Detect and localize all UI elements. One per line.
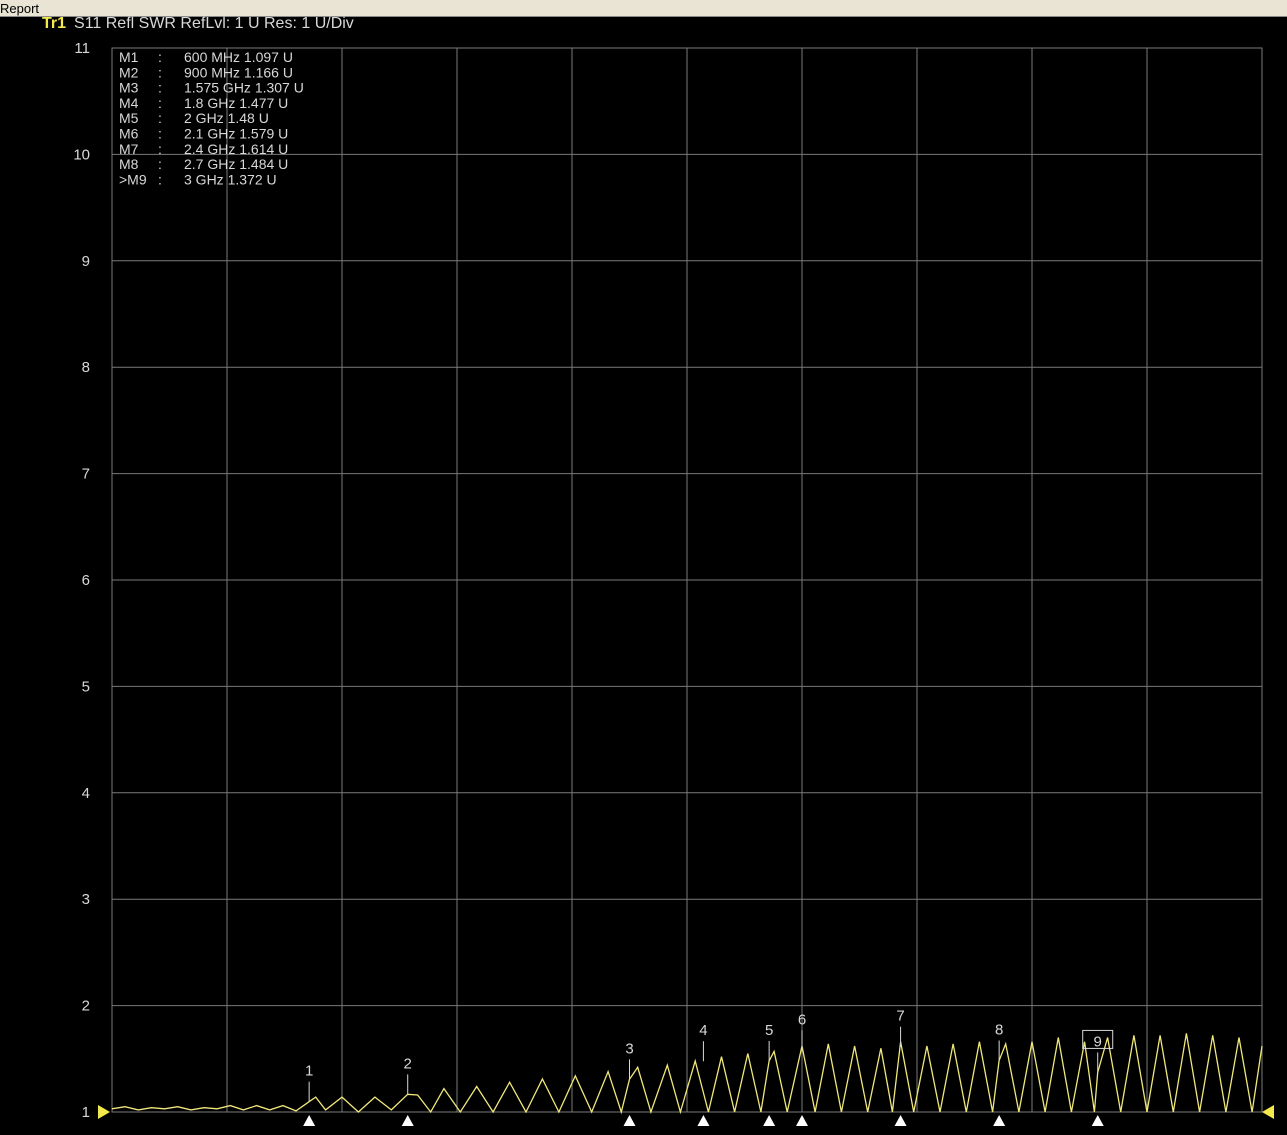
marker-readout-value: 2.1 GHz 1.579 U	[184, 126, 288, 142]
reference-level-arrow-left[interactable]	[98, 1105, 110, 1119]
active-marker-box	[1082, 1029, 1114, 1049]
y-tick-label: 6	[82, 572, 90, 589]
marker-readout-id: >M9	[119, 171, 147, 187]
marker-number-label[interactable]: 1	[305, 1063, 313, 1080]
marker-number-label[interactable]: 8	[995, 1022, 1003, 1039]
marker-readout-colon: :	[158, 171, 162, 187]
y-tick-label: 1	[82, 1104, 90, 1121]
y-tick-label: 7	[82, 466, 90, 483]
marker-readout-colon: :	[158, 64, 162, 80]
marker-readout-id: M4	[119, 95, 139, 111]
y-tick-label: 2	[82, 998, 90, 1015]
trace-id[interactable]: Tr1	[42, 15, 67, 32]
marker-readout-colon: :	[158, 110, 162, 126]
marker-number-label[interactable]: 7	[896, 1008, 904, 1025]
y-tick-label: 8	[82, 359, 90, 376]
y-tick-label: 9	[82, 253, 90, 270]
y-tick-label: 3	[82, 891, 90, 908]
marker-position-triangle[interactable]	[763, 1115, 776, 1126]
marker-readout-row[interactable]: >M9: 3 GHz 1.372 U	[119, 171, 277, 187]
marker-readout-id: M2	[119, 64, 139, 80]
marker-readout-id: M6	[119, 126, 139, 142]
marker-position-triangle[interactable]	[401, 1115, 414, 1126]
marker-readout-row[interactable]: M4: 1.8 GHz 1.477 U	[119, 95, 288, 111]
marker-readout-id: M7	[119, 141, 139, 157]
marker-readout-colon: :	[158, 95, 162, 111]
marker-number-label[interactable]: 5	[765, 1022, 773, 1039]
marker-readout-colon: :	[158, 80, 162, 96]
marker-readout-value: 2.4 GHz 1.614 U	[184, 141, 288, 157]
marker-readout-row[interactable]: M3: 1.575 GHz 1.307 U	[119, 80, 304, 96]
marker-position-triangle[interactable]	[697, 1115, 710, 1126]
marker-readout-row[interactable]: M1: 600 MHz 1.097 U	[119, 49, 293, 65]
marker-number-label[interactable]: 4	[699, 1022, 707, 1039]
marker-number-label[interactable]: 2	[404, 1055, 412, 1072]
marker-readout-id: M8	[119, 156, 139, 172]
marker-readout-row[interactable]: M2: 900 MHz 1.166 U	[119, 64, 293, 80]
window-title: Report	[0, 1, 40, 16]
marker-position-triangle[interactable]	[993, 1115, 1006, 1126]
marker-readout-value: 2 GHz 1.48 U	[184, 110, 269, 126]
y-tick-label: 5	[82, 678, 90, 695]
trace-info: S11 Refl SWR RefLvl: 1 U Res: 1 U/Div	[74, 15, 354, 32]
marker-number-label[interactable]: 6	[798, 1011, 806, 1028]
marker-readout-row[interactable]: M5: 2 GHz 1.48 U	[119, 110, 269, 126]
marker-position-triangle[interactable]	[623, 1115, 636, 1126]
y-tick-label: 11	[74, 40, 90, 57]
trace-header: Tr1 S11 Refl SWR RefLvl: 1 U Res: 1 U/Div	[42, 15, 354, 35]
marker-readout-colon: :	[158, 49, 162, 65]
reference-level-arrow-right[interactable]	[1262, 1105, 1274, 1119]
marker-readout-value: 2.7 GHz 1.484 U	[184, 156, 288, 172]
marker-position-triangle[interactable]	[1091, 1115, 1104, 1126]
marker-position-triangle[interactable]	[303, 1115, 316, 1126]
marker-readout-id: M5	[119, 110, 139, 126]
marker-readout-row[interactable]: M6: 2.1 GHz 1.579 U	[119, 126, 288, 142]
marker-position-triangle[interactable]	[894, 1115, 907, 1126]
marker-position-triangle[interactable]	[796, 1115, 808, 1126]
marker-readout-value: 1.575 GHz 1.307 U	[184, 80, 304, 96]
marker-readout-id: M3	[119, 80, 139, 96]
window-titlebar: Report	[0, 0, 1287, 17]
marker-readout-colon: :	[158, 126, 162, 142]
marker-readout-value: 900 MHz 1.166 U	[184, 64, 293, 80]
y-tick-label: 10	[73, 146, 90, 163]
marker-readout-colon: :	[158, 156, 162, 172]
marker-readout-value: 1.8 GHz 1.477 U	[184, 95, 288, 111]
marker-readout-colon: :	[158, 141, 162, 157]
swr-trace-line	[111, 1033, 1263, 1115]
marker-number-label[interactable]: 9	[1094, 1033, 1102, 1050]
marker-readout-value: 600 MHz 1.097 U	[184, 49, 293, 65]
marker-number-label[interactable]: 3	[625, 1040, 633, 1057]
marker-readout-id: M1	[119, 49, 139, 65]
marker-readout-value: 3 GHz 1.372 U	[184, 171, 277, 187]
marker-readout-row[interactable]: M8: 2.7 GHz 1.484 U	[119, 156, 288, 172]
y-tick-label: 4	[82, 785, 90, 802]
marker-readout-row[interactable]: M7: 2.4 GHz 1.614 U	[119, 141, 288, 157]
